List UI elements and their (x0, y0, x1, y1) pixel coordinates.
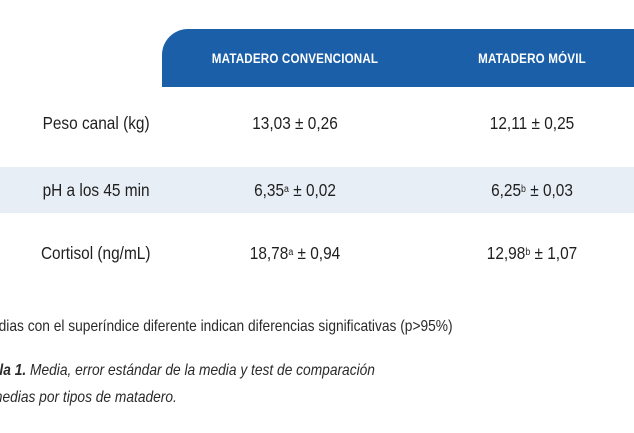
cell-convencional: 18,78 a ± 0,94 (249, 242, 341, 263)
cell-movil: 12,98 b ± 1,07 (486, 242, 578, 263)
caption-text: Media, error estándar de la media y test… (26, 362, 375, 379)
cell-value: 18,78 (249, 242, 289, 263)
table-row: pH a los 45 min 6,35 a ± 0,02 6,25 b ± 0,0… (0, 167, 634, 213)
row-label: Peso canal (kg) (42, 112, 150, 133)
cell-error: ± 0,03 (530, 179, 573, 200)
column-header-movil: MATADERO MÓVIL (478, 50, 586, 66)
cell-error: ± 1,07 (534, 242, 578, 263)
row-label: pH a los 45 min (42, 179, 150, 200)
cell-error: ± 0,94 (297, 242, 341, 263)
cell-error: ± 0,26 (295, 112, 338, 133)
cell-value: 6,25 (491, 179, 522, 200)
cell-movil: 6,25 b ± 0,03 (491, 179, 573, 200)
cell-error: ± 0,25 (531, 112, 575, 133)
table-header-band (162, 29, 634, 87)
cell-error: ± 0,02 (293, 179, 336, 200)
table-row: Cortisol (ng/mL) 18,78 a ± 0,94 12,98 b ± … (0, 230, 634, 276)
cell-convencional: 13,03 ± 0,26 (185, 100, 405, 146)
cell-value: 13,03 (252, 112, 291, 133)
caption-label: bla 1. (0, 362, 27, 379)
cell-value: 12,11 (489, 112, 528, 133)
cell-value: 12,98 (486, 242, 526, 263)
table-footnote: edias con el superíndice diferente indic… (0, 318, 453, 335)
cell-value: 6,35 (254, 179, 285, 200)
column-header-convencional: MATADERO CONVENCIONAL (211, 50, 379, 66)
table-row: Peso canal (kg) 13,03 ± 0,26 12,11 ± 0,2… (0, 100, 634, 146)
cell-convencional: 6,35 a ± 0,02 (254, 179, 336, 200)
cell-movil: 12,11 ± 0,25 (442, 100, 622, 146)
table-caption: bla 1. Media, error estándar de la media… (0, 357, 524, 411)
caption-text-continued: medias por tipos de matadero. (0, 389, 177, 406)
row-label: Cortisol (ng/mL) (40, 242, 150, 263)
